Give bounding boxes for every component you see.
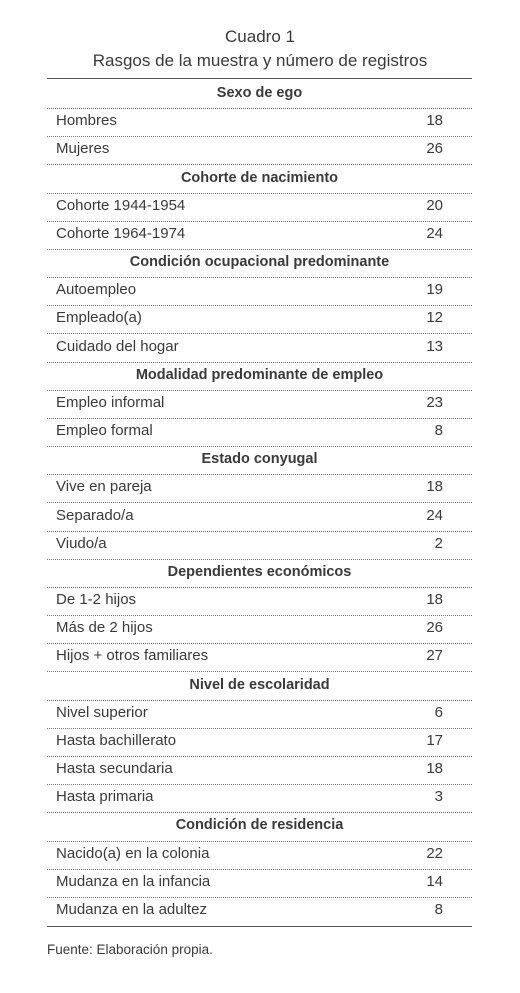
row-label: Vive en pareja — [56, 478, 152, 496]
row-label: Más de 2 hijos — [56, 619, 153, 637]
row-label: Nacido(a) en la colonia — [56, 844, 210, 862]
row-value: 18 — [426, 760, 443, 778]
separator — [47, 530, 472, 532]
row-label: Separado/a — [56, 506, 134, 524]
separator — [47, 220, 472, 222]
section-heading: Estado conyugal — [201, 451, 318, 468]
row-value: 23 — [426, 393, 443, 411]
section-heading: Nivel de escolaridad — [189, 676, 330, 693]
row-value: 8 — [434, 422, 443, 440]
separator — [47, 136, 472, 138]
row-label: Mudanza en la infancia — [56, 872, 211, 890]
separator — [47, 784, 472, 786]
separator — [47, 474, 472, 476]
separator — [47, 502, 472, 504]
title-line: Rasgos de la muestra y número de registr… — [92, 51, 428, 70]
row-value: 19 — [426, 281, 443, 299]
row-label: Cohorte 1964-1974 — [56, 224, 186, 242]
separator — [47, 248, 472, 250]
row-label: De 1-2 hijos — [56, 591, 137, 609]
separator — [47, 699, 472, 701]
row-label: Cohorte 1944-1954 — [56, 196, 186, 214]
separator — [47, 615, 472, 617]
row-value: 18 — [426, 112, 443, 130]
row-value: 3 — [434, 788, 443, 806]
separator — [47, 277, 472, 279]
row-value: 24 — [426, 224, 443, 242]
row-value: 20 — [426, 196, 443, 214]
section-heading: Modalidad predominante de empleo — [135, 366, 384, 383]
row-label: Hasta secundaria — [56, 760, 173, 778]
row-value: 2 — [434, 534, 443, 552]
separator — [47, 361, 472, 363]
separator — [47, 417, 472, 419]
row-value: 8 — [434, 900, 443, 918]
row-label: Mudanza en la adultez — [56, 900, 207, 918]
section-heading: Condición ocupacional predominante — [129, 254, 390, 271]
row-value: 17 — [426, 731, 443, 749]
row-label: Autoempleo — [56, 281, 137, 299]
row-label: Empleo informal — [56, 393, 165, 411]
separator — [47, 812, 472, 814]
source-note: Fuente: Elaboración propia. — [47, 942, 213, 958]
row-label: Nivel superior — [56, 703, 148, 721]
row-label: Mujeres — [56, 140, 110, 158]
row-value: 18 — [426, 591, 443, 609]
separator — [47, 896, 472, 898]
separator — [47, 868, 472, 870]
section-heading: Dependientes económicos — [167, 563, 352, 580]
row-value: 12 — [426, 309, 443, 327]
row-label: Viudo/a — [56, 534, 107, 552]
row-label: Cuidado del hogar — [56, 337, 179, 355]
title-line: Cuadro 1 — [225, 27, 295, 46]
section-heading: Condición de residencia — [175, 817, 344, 834]
separator — [47, 192, 472, 194]
row-value: 6 — [434, 703, 443, 721]
bottom-rule — [47, 926, 472, 927]
row-label: Hombres — [56, 112, 117, 130]
separator — [47, 586, 472, 588]
row-value: 27 — [426, 647, 443, 665]
row-label: Hasta bachillerato — [56, 731, 177, 749]
separator — [47, 727, 472, 729]
row-label: Hasta primaria — [56, 788, 154, 806]
row-value: 13 — [426, 337, 443, 355]
section-heading: Sexo de ego — [216, 85, 303, 101]
row-value: 18 — [426, 478, 443, 496]
top-rule — [47, 78, 472, 79]
row-value: 26 — [426, 619, 443, 637]
row-label: Empleado(a) — [56, 309, 142, 327]
row-label: Empleo formal — [56, 422, 153, 440]
separator — [47, 389, 472, 391]
row-label: Hijos + otros familiares — [56, 647, 209, 665]
separator — [47, 333, 472, 335]
separator — [47, 108, 472, 110]
row-value: 24 — [426, 506, 443, 524]
row-value: 14 — [426, 872, 443, 890]
row-value: 26 — [426, 140, 443, 158]
separator — [47, 840, 472, 842]
separator — [47, 643, 472, 645]
separator — [47, 755, 472, 757]
section-heading: Cohorte de nacimiento — [180, 169, 339, 186]
separator — [47, 671, 472, 673]
separator — [47, 164, 472, 166]
separator — [47, 446, 472, 448]
separator — [47, 558, 472, 560]
separator — [47, 305, 472, 307]
row-value: 22 — [426, 844, 443, 862]
